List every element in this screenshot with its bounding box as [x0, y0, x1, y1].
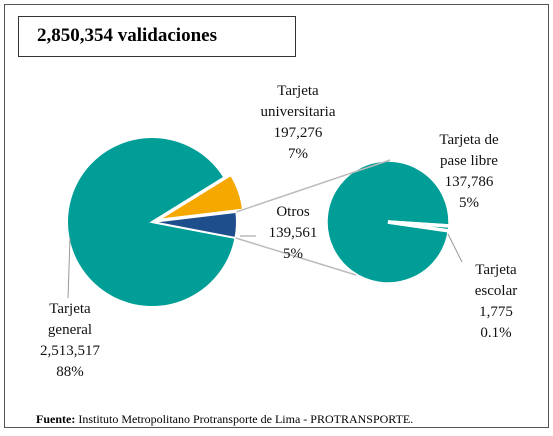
label-category: Tarjeta de pase libre: [439, 132, 499, 169]
data-label: Tarjeta general 2,513,517 88%: [35, 299, 105, 383]
label-percent: 7%: [288, 146, 308, 162]
label-value: 137,786: [444, 174, 494, 190]
data-label: Tarjeta universitaria 197,276 7%: [248, 81, 348, 165]
data-label: Tarjeta de pase libre 137,786 5%: [429, 130, 509, 214]
label-percent: 0.1%: [480, 325, 512, 341]
label-percent: 5%: [459, 195, 479, 211]
data-label: Otros 139,561 5%: [258, 202, 328, 265]
leader-line: [67, 237, 71, 299]
connector-line: [235, 237, 357, 276]
pie-slice: [66, 136, 237, 308]
source-note: Fuente: Instituto Metropolitano Protrans…: [36, 412, 413, 427]
pie-slice: [151, 210, 238, 240]
label-percent: 5%: [283, 246, 303, 262]
connector-line: [236, 159, 391, 213]
chart-frame: [4, 4, 549, 428]
data-label: Tarjeta escolar 1,775 0.1%: [466, 260, 526, 344]
label-category: Tarjeta universitaria: [260, 83, 336, 120]
label-category: Otros: [276, 204, 310, 220]
secondary-pie-slice: [387, 220, 452, 233]
label-value: 139,561: [268, 225, 318, 241]
label-percent: 88%: [56, 364, 84, 380]
label-category: Tarjeta escolar: [474, 262, 518, 299]
label-value: 1,775: [479, 304, 513, 320]
label-value: 197,276: [273, 125, 323, 141]
chart-title: 2,850,354 validaciones: [18, 16, 296, 57]
source-label: Fuente:: [36, 412, 76, 426]
leader-line: [447, 233, 463, 263]
label-category: Tarjeta general: [47, 301, 93, 338]
label-value: 2,513,517: [40, 343, 100, 359]
source-text: Instituto Metropolitano Protransporte de…: [78, 412, 414, 426]
